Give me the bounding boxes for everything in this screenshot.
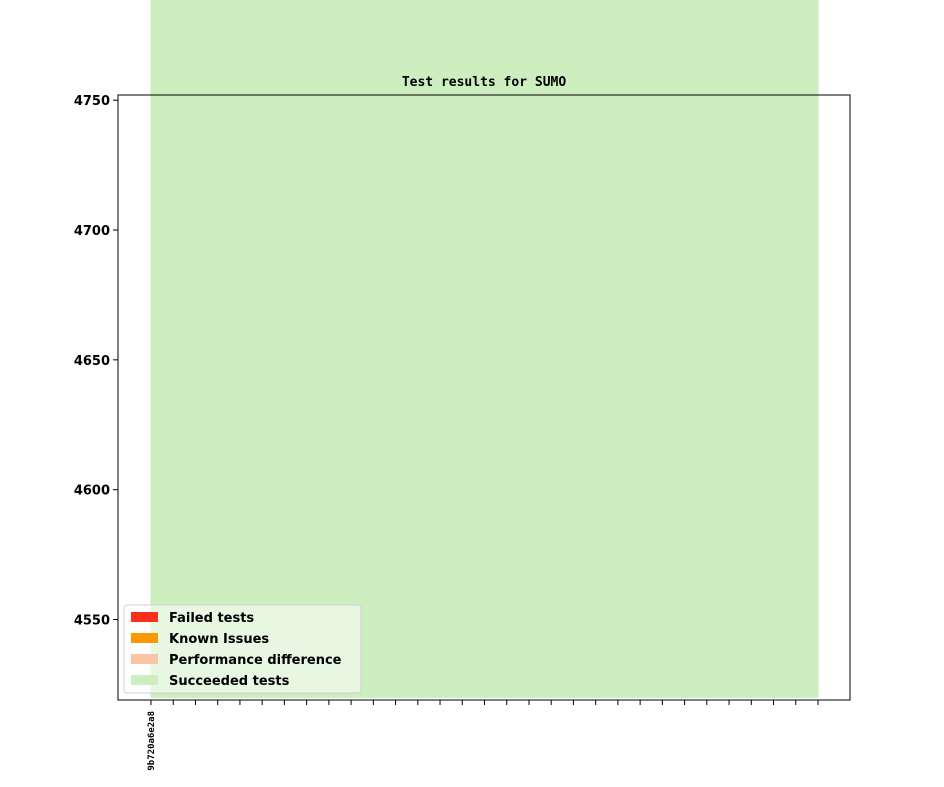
legend-label-known-issues: Known Issues — [169, 632, 269, 647]
chart-title: Test results for SUMO — [402, 75, 567, 90]
legend-label-failed-tests: Failed tests — [169, 611, 254, 626]
legend-swatch-failed-tests — [131, 612, 158, 622]
y-tick-label: 4750 — [74, 94, 110, 109]
legend-label-performance-difference: Performance difference — [169, 653, 342, 668]
y-tick-label: 4650 — [74, 354, 110, 369]
legend-swatch-performance-difference — [131, 654, 158, 664]
area-succeeded-tests — [150, 0, 819, 698]
legend: Failed tests Known Issues Performance diff… — [123, 604, 362, 694]
legend-swatch-succeeded-tests — [131, 675, 158, 685]
x-tick-label: 9b720a6e2a8 — [147, 711, 157, 771]
x-axis: 9b720a6e2a8 — [147, 700, 819, 771]
legend-label-succeeded-tests: Succeeded tests — [169, 674, 290, 689]
y-axis: 4550 4600 4650 4700 4750 — [74, 94, 118, 629]
y-tick-label: 4600 — [74, 484, 110, 499]
legend-box — [123, 604, 362, 694]
y-tick-label: 4550 — [74, 614, 110, 629]
legend-swatch-known-issues — [131, 633, 158, 643]
area-series-layer — [150, 0, 819, 698]
y-tick-label: 4700 — [74, 224, 110, 239]
